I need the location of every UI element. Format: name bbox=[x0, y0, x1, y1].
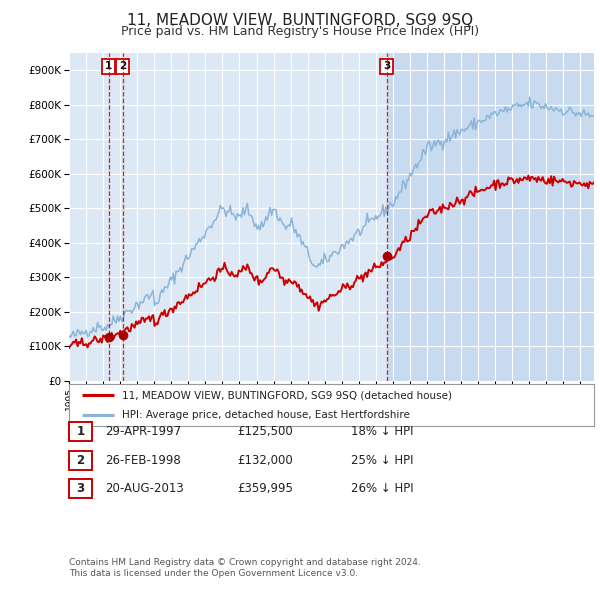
Text: £125,500: £125,500 bbox=[237, 425, 293, 438]
Text: 29-APR-1997: 29-APR-1997 bbox=[105, 425, 181, 438]
Text: 1: 1 bbox=[105, 61, 112, 71]
Text: 3: 3 bbox=[383, 61, 391, 71]
Bar bbox=[387, 53, 594, 381]
Text: 3: 3 bbox=[76, 482, 85, 495]
Bar bbox=[69, 53, 387, 381]
Text: Contains HM Land Registry data © Crown copyright and database right 2024.
This d: Contains HM Land Registry data © Crown c… bbox=[69, 558, 421, 578]
Text: 26-FEB-1998: 26-FEB-1998 bbox=[105, 454, 181, 467]
Text: 25% ↓ HPI: 25% ↓ HPI bbox=[351, 454, 413, 467]
Text: 2: 2 bbox=[76, 454, 85, 467]
Text: 11, MEADOW VIEW, BUNTINGFORD, SG9 9SQ (detached house): 11, MEADOW VIEW, BUNTINGFORD, SG9 9SQ (d… bbox=[121, 391, 452, 401]
Text: 20-AUG-2013: 20-AUG-2013 bbox=[105, 482, 184, 495]
Text: £359,995: £359,995 bbox=[237, 482, 293, 495]
Text: 11, MEADOW VIEW, BUNTINGFORD, SG9 9SQ: 11, MEADOW VIEW, BUNTINGFORD, SG9 9SQ bbox=[127, 13, 473, 28]
Text: Price paid vs. HM Land Registry's House Price Index (HPI): Price paid vs. HM Land Registry's House … bbox=[121, 25, 479, 38]
Text: 18% ↓ HPI: 18% ↓ HPI bbox=[351, 425, 413, 438]
Text: £132,000: £132,000 bbox=[237, 454, 293, 467]
Text: HPI: Average price, detached house, East Hertfordshire: HPI: Average price, detached house, East… bbox=[121, 411, 409, 420]
Text: 1: 1 bbox=[76, 425, 85, 438]
Text: 26% ↓ HPI: 26% ↓ HPI bbox=[351, 482, 413, 495]
Text: 2: 2 bbox=[119, 61, 127, 71]
